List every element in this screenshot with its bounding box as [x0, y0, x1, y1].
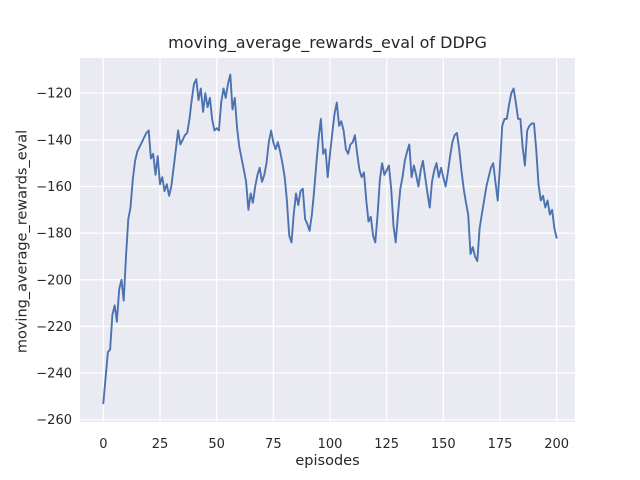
- y-tick-label: −260: [36, 413, 72, 428]
- x-tick-label: 200: [544, 437, 569, 452]
- y-tick-label: −180: [36, 227, 72, 242]
- x-tick-label: 100: [318, 437, 343, 452]
- y-tick-label: −120: [36, 87, 72, 102]
- x-tick-label: 25: [152, 437, 169, 452]
- x-tick-label: 50: [208, 437, 225, 452]
- y-tick-label: −240: [36, 367, 72, 382]
- x-tick-label: 175: [488, 437, 513, 452]
- x-tick-label: 150: [431, 437, 456, 452]
- moving-average-line: [102, 73, 558, 405]
- y-tick-label: −140: [36, 133, 72, 148]
- x-tick-label: 0: [99, 437, 107, 452]
- x-axis-label: episodes: [295, 453, 360, 469]
- y-tick-label: −220: [36, 320, 72, 335]
- y-tick-label: −200: [36, 273, 72, 288]
- y-tick-label: −160: [36, 180, 72, 195]
- x-tick-label: 125: [374, 437, 399, 452]
- x-tick-label: 75: [265, 437, 282, 452]
- chart-title: moving_average_rewards_eval of DDPG: [168, 33, 487, 52]
- y-axis-label: moving_average_rewards_eval: [14, 129, 31, 354]
- plot-area: [80, 58, 575, 422]
